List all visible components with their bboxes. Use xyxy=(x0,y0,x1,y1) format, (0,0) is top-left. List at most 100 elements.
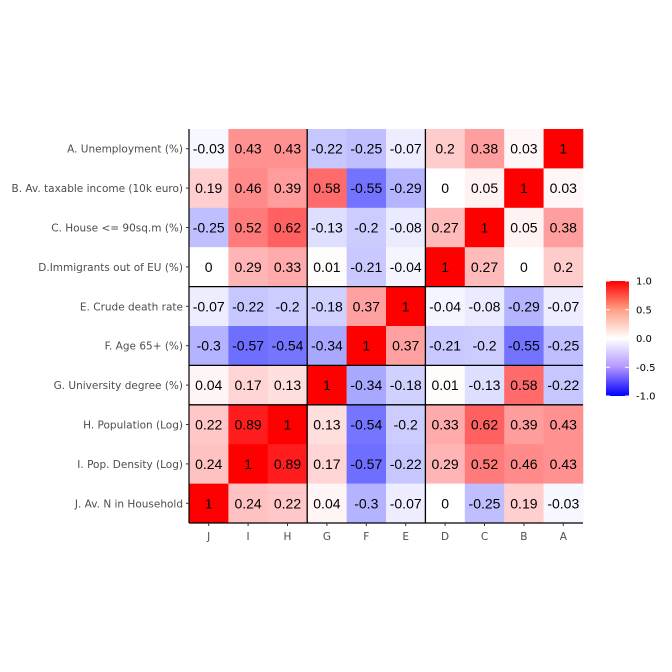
x-tick-label: G xyxy=(323,531,331,543)
y-tick-label: H. Population (Log) xyxy=(83,420,183,432)
cell-value-label: 1 xyxy=(441,259,449,275)
cell-value-label: -0.04 xyxy=(390,259,422,275)
heatmap-cells xyxy=(189,129,584,524)
heatmap-cell xyxy=(189,247,229,287)
y-tick-label: J. Av. N in Household xyxy=(74,498,183,510)
cell-value-label: 0.13 xyxy=(274,377,301,393)
heatmap-cell xyxy=(267,365,308,406)
y-axis-labels: A. Unemployment (%) B. Av. taxable income… xyxy=(12,144,184,511)
cell-value-label: 0.19 xyxy=(510,495,537,511)
heatmap-cell xyxy=(307,247,347,287)
y-tick-label: E. Crude death rate xyxy=(80,301,183,313)
cell-value-label: -0.03 xyxy=(193,141,225,157)
cell-value-label: -0.25 xyxy=(193,220,225,236)
heatmap-cell xyxy=(464,444,505,484)
cell-value-label: 1 xyxy=(481,220,489,236)
cell-value-label: 0.01 xyxy=(431,377,458,393)
cell-value-label: -0.2 xyxy=(275,298,299,314)
heatmap-cell xyxy=(504,444,544,484)
heatmap-cell xyxy=(189,326,229,366)
heatmap-cell xyxy=(267,326,308,366)
cell-value-label: -0.07 xyxy=(390,495,422,511)
cell-value-label: -0.08 xyxy=(390,220,422,236)
cell-value-label: -0.07 xyxy=(193,298,225,314)
heatmap-cell xyxy=(228,404,269,445)
legend-tick-label: 1.0 xyxy=(636,277,652,288)
heatmap-cell xyxy=(228,444,269,484)
cell-value-label: 0.52 xyxy=(471,456,498,472)
heatmap-cell xyxy=(346,365,387,406)
cell-value-label: -0.13 xyxy=(311,220,343,236)
x-tick-label: B xyxy=(520,531,527,543)
heatmap-cell xyxy=(504,129,544,169)
cell-value-label: 0.58 xyxy=(510,377,537,393)
heatmap-cell xyxy=(189,129,229,169)
legend-colorbar xyxy=(606,281,629,396)
heatmap-cell xyxy=(464,129,505,169)
cell-value-label: -0.2 xyxy=(394,417,418,433)
heatmap-cell xyxy=(346,168,387,209)
cell-value-label: -0.25 xyxy=(350,141,382,157)
cell-value-label: -0.22 xyxy=(547,377,579,393)
heatmap-cell xyxy=(386,365,426,406)
cell-value-label: -0.21 xyxy=(350,259,382,275)
heatmap-cell xyxy=(425,365,466,406)
heatmap-cell xyxy=(307,286,347,327)
cell-value-label: 0.24 xyxy=(195,456,222,472)
cell-value-label: 0.04 xyxy=(313,495,340,511)
legend-tick-label: -1.0 xyxy=(636,392,656,403)
heatmap-cell xyxy=(386,483,426,524)
y-tick-label: C. House <= 90sq.m (%) xyxy=(51,223,183,235)
heatmap-cell xyxy=(425,247,466,287)
cell-value-label: -0.2 xyxy=(472,338,496,354)
heatmap-cell xyxy=(267,404,308,445)
heatmap-cell xyxy=(267,247,308,287)
cell-value-label: -0.57 xyxy=(350,456,382,472)
y-tick-label: G. University degree (%) xyxy=(54,380,183,392)
x-tick-label: I xyxy=(247,531,250,543)
heatmap-cell xyxy=(543,207,584,248)
cell-value-label: 0.05 xyxy=(510,220,537,236)
heatmap-cell xyxy=(464,168,505,209)
heatmap-cell xyxy=(267,483,308,524)
cell-value-label: 1 xyxy=(244,456,252,472)
cell-value-label: -0.07 xyxy=(547,298,579,314)
heatmap-cell xyxy=(386,168,426,209)
heatmap-cell xyxy=(307,207,347,248)
heatmap-cell xyxy=(464,365,505,406)
heatmap-cell xyxy=(425,326,466,366)
heatmap-cell xyxy=(346,404,387,445)
cell-value-label: -0.25 xyxy=(469,495,501,511)
heatmap-cell xyxy=(425,168,466,209)
y-tick-label: I. Pop. Density (Log) xyxy=(77,459,183,471)
heatmap-cell xyxy=(189,168,229,209)
heatmap-cell xyxy=(504,483,544,524)
heatmap-cell xyxy=(267,207,308,248)
heatmap-cell xyxy=(228,168,269,209)
heatmap-cell xyxy=(386,286,426,327)
heatmap-cell xyxy=(386,129,426,169)
y-tick-label: F. Age 65+ (%) xyxy=(105,341,183,353)
cell-value-label: 0.89 xyxy=(274,456,301,472)
cell-value-label: 0.24 xyxy=(234,495,261,511)
heatmap-cell xyxy=(543,168,584,209)
color-legend: 1.0 0.5 0.0 -0.5 -1.0 xyxy=(606,277,656,403)
cell-value-label: -0.2 xyxy=(354,220,378,236)
cell-value-label: 1 xyxy=(323,377,331,393)
cell-value-label: -0.22 xyxy=(311,141,343,157)
cell-value-label: 1 xyxy=(402,298,410,314)
cell-value-label: 0.17 xyxy=(313,456,340,472)
cell-value-label: -0.25 xyxy=(547,338,579,354)
heatmap-cell xyxy=(307,326,347,366)
cell-value-label: -0.29 xyxy=(390,180,422,196)
cell-value-label: 0.37 xyxy=(392,338,419,354)
cell-value-label: 0.52 xyxy=(234,220,261,236)
cell-value-label: 0.43 xyxy=(274,141,301,157)
cell-value-label: 0.33 xyxy=(274,259,301,275)
x-tick-label: D xyxy=(441,531,449,543)
heatmap-cell xyxy=(543,365,584,406)
heatmap-cell xyxy=(425,207,466,248)
cell-value-label: -0.55 xyxy=(350,180,382,196)
